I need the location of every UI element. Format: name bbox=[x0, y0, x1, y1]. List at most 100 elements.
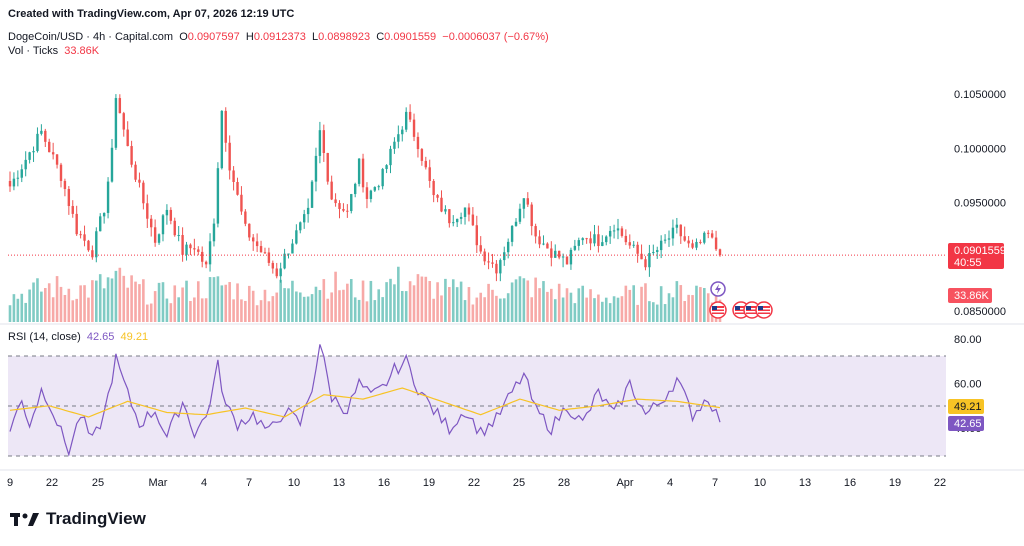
candle-body bbox=[330, 181, 333, 200]
volume-bar bbox=[593, 298, 596, 322]
volume-bar bbox=[298, 292, 302, 322]
volume-bar bbox=[224, 284, 228, 322]
rsi-line bbox=[9, 344, 721, 457]
volume-bar bbox=[404, 291, 408, 322]
volume-bar bbox=[24, 302, 27, 322]
volume-bar bbox=[640, 286, 643, 322]
candle-body bbox=[87, 240, 90, 251]
time-axis[interactable]: 9 22 25 Mar 4 7 10 13 16 19 22 25 28 Apr 4 7 10 13 16 19 22 bbox=[7, 477, 946, 489]
volume-bar bbox=[612, 296, 616, 322]
volume-bars bbox=[8, 266, 722, 322]
countdown-badge-value: 40:55 bbox=[954, 257, 982, 269]
candle-body bbox=[632, 244, 635, 246]
volume-bar bbox=[663, 304, 667, 322]
candle-body bbox=[71, 206, 74, 214]
volume-bar bbox=[189, 300, 192, 322]
candle-body bbox=[679, 224, 682, 237]
candle-body bbox=[479, 245, 482, 252]
volume-bar bbox=[126, 287, 129, 322]
candle-body bbox=[165, 209, 169, 216]
time-axis-label: 16 bbox=[378, 477, 390, 489]
volume-badge bbox=[948, 288, 992, 303]
candle-body bbox=[675, 224, 679, 228]
volume-bar bbox=[145, 304, 149, 322]
candle-body bbox=[577, 240, 580, 246]
volume-bar bbox=[16, 298, 20, 322]
volume-bar bbox=[255, 305, 259, 322]
candle-body bbox=[28, 152, 31, 160]
candle-body bbox=[240, 194, 243, 212]
volume-bar bbox=[628, 289, 632, 322]
volume-bar bbox=[330, 292, 333, 322]
candle-body bbox=[44, 130, 47, 142]
candle-body bbox=[306, 207, 310, 215]
tradingview-logo-text: TradingView bbox=[46, 509, 146, 528]
candle-body bbox=[185, 244, 188, 255]
change-value: −0.0006037 (−0.67%) bbox=[442, 31, 549, 43]
volume-bar bbox=[589, 289, 592, 322]
candle-body bbox=[95, 231, 98, 258]
volume-bar bbox=[110, 278, 114, 322]
volume-bar bbox=[63, 294, 67, 322]
volume-label[interactable]: Vol · Ticks bbox=[8, 45, 59, 57]
candle-body bbox=[287, 253, 290, 255]
candle-body bbox=[16, 177, 20, 179]
volume-bar bbox=[153, 291, 157, 322]
candle-body bbox=[612, 230, 616, 232]
tradingview-logo[interactable]: TradingView bbox=[10, 509, 146, 529]
candle-body bbox=[173, 220, 176, 236]
candle-body bbox=[302, 214, 306, 223]
candle-body bbox=[130, 146, 133, 165]
volume-bar bbox=[130, 275, 133, 322]
candle-body bbox=[542, 243, 545, 245]
volume-bar bbox=[279, 279, 282, 322]
open-value: 0.0907597 bbox=[187, 31, 240, 43]
volume-bar bbox=[526, 280, 530, 322]
volume-bar bbox=[420, 276, 424, 322]
us-flag-icon-4[interactable] bbox=[755, 301, 773, 319]
volume-bar bbox=[553, 299, 557, 322]
chart-canvas[interactable]: 0.1050000 0.1000000 0.0950000 0.0850000 0.0… bbox=[0, 0, 1024, 500]
us-flag-icon-1[interactable] bbox=[709, 301, 727, 319]
candle-body bbox=[491, 262, 494, 264]
volume-bar bbox=[295, 291, 298, 322]
candle-body bbox=[83, 234, 86, 241]
time-axis-label: 7 bbox=[712, 477, 718, 489]
volume-bar bbox=[94, 280, 98, 322]
volume-bar bbox=[699, 287, 702, 322]
candle-body bbox=[640, 253, 643, 260]
candle-body bbox=[397, 134, 400, 142]
candle-body bbox=[565, 256, 569, 265]
volume-bar bbox=[444, 278, 447, 322]
candle-body bbox=[338, 203, 341, 209]
events-markers[interactable] bbox=[709, 281, 773, 319]
candle-body bbox=[440, 197, 443, 212]
volume-bar bbox=[546, 291, 549, 322]
candle-body bbox=[499, 260, 502, 274]
symbol-title[interactable]: DogeCoin/USD · 4h · Capital.com bbox=[8, 31, 174, 43]
rsi-label[interactable]: RSI (14, close) bbox=[8, 331, 81, 343]
candle-body bbox=[181, 235, 184, 255]
candle-body bbox=[8, 180, 12, 187]
last-price-badge bbox=[948, 243, 1004, 269]
volume-bar bbox=[436, 282, 439, 322]
volume-bar bbox=[338, 290, 341, 322]
volume-bar bbox=[597, 294, 600, 322]
candle-body bbox=[314, 155, 318, 182]
candle-body bbox=[322, 130, 326, 154]
candle-body bbox=[593, 234, 596, 244]
volume-bar bbox=[518, 276, 522, 322]
volume-bar bbox=[232, 299, 235, 322]
price-pane[interactable] bbox=[8, 56, 946, 322]
volume-bar bbox=[616, 297, 620, 322]
time-axis-label: 25 bbox=[92, 477, 104, 489]
candle-body bbox=[36, 133, 39, 152]
volume-bar bbox=[691, 295, 694, 322]
volume-bar bbox=[36, 278, 39, 322]
candle-body bbox=[279, 268, 282, 277]
volume-bar bbox=[424, 276, 428, 322]
volume-bar bbox=[310, 294, 314, 322]
price-axis[interactable]: 0.1050000 0.1000000 0.0950000 0.0850000 bbox=[954, 89, 1006, 318]
volume-bar bbox=[487, 283, 490, 322]
time-axis-label: Apr bbox=[616, 477, 633, 489]
